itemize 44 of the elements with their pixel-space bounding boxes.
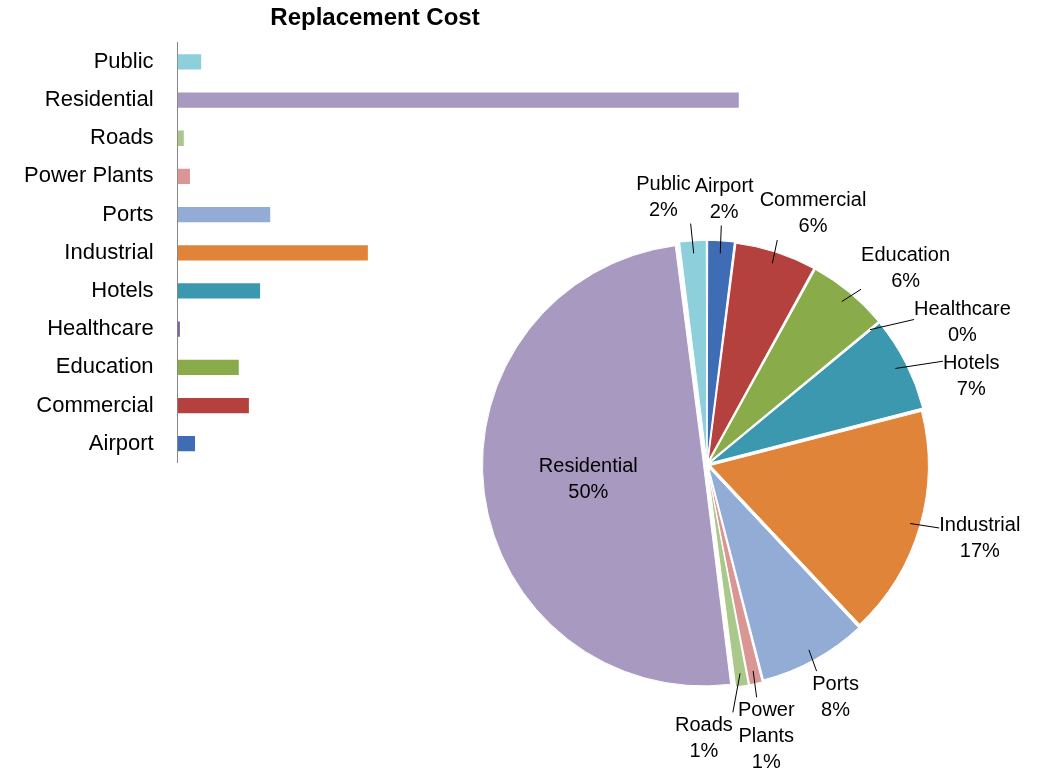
slice-label: Airport [694, 174, 755, 197]
y-tick-label: Commercial [36, 391, 154, 417]
y-tick-label: Airport [88, 429, 154, 455]
bar [177, 168, 190, 185]
slice-label: Power Plants [737, 697, 795, 746]
data-label: 1% [689, 738, 719, 761]
slice-label: Commercial [759, 188, 867, 211]
data-label: 17% [959, 539, 1001, 562]
bar [177, 359, 239, 375]
y-tick-label: Public [93, 47, 154, 73]
bar [177, 283, 261, 299]
data-label: 7% [956, 377, 986, 400]
slice-label: Industrial [939, 513, 1021, 536]
y-tick-label: Roads [90, 124, 154, 150]
slice-label: Ports [812, 671, 859, 694]
bar [177, 130, 184, 146]
y-tick-label: Ports [102, 200, 154, 226]
bar [177, 245, 368, 261]
y-tick-label: Residential [44, 86, 154, 112]
chart-title: Replacement Cost [270, 3, 480, 31]
slice-label: Hotels [942, 351, 1000, 374]
bar [177, 436, 196, 452]
text: 0% [947, 323, 977, 346]
y-tick-label: Healthcare [47, 315, 154, 341]
slice-label: Public [636, 172, 691, 195]
data-label: 8% [821, 697, 851, 720]
y-tick-label: Education [55, 353, 154, 379]
y-tick-label: Hotels [91, 277, 154, 303]
slice-label: Residential [538, 454, 638, 477]
data-label: 2% [648, 198, 679, 221]
data-label: 50% [568, 480, 609, 503]
slice-label: Roads [675, 712, 733, 735]
y-tick-label: Power Plants [23, 162, 154, 188]
bar [177, 54, 202, 70]
data-label: 6% [891, 268, 921, 291]
data-label: 6% [798, 214, 828, 237]
bar [177, 92, 739, 108]
bar [177, 206, 271, 223]
bar [177, 397, 249, 414]
data-label: 2% [709, 200, 739, 223]
data-label: 1% [751, 749, 781, 772]
category-label: Healthcare [914, 297, 1011, 320]
slice-label: Education [861, 242, 951, 265]
y-tick-label: Industrial [64, 238, 154, 264]
